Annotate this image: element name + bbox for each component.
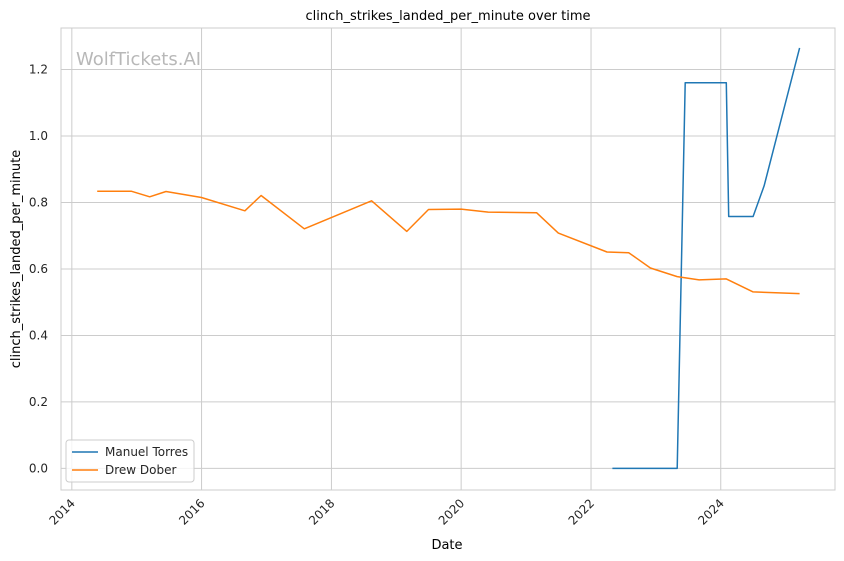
legend-label: Drew Dober (105, 463, 177, 477)
x-tick-label: 2016 (176, 496, 207, 527)
grid (61, 28, 835, 490)
series-line-drew-dober (97, 190, 800, 295)
series-lines (97, 47, 801, 470)
y-axis-ticks: 0.0 0.2 0.4 0.6 0.8 1.0 1.2 (29, 63, 48, 476)
y-tick-label: 0.2 (29, 395, 48, 409)
y-tick-label: 1.2 (29, 63, 48, 77)
x-tick-label: 2022 (566, 496, 597, 527)
y-tick-label: 0.4 (29, 328, 48, 342)
x-axis-ticks: 2014 2016 2018 2020 2022 2024 (46, 496, 726, 527)
chart-title: clinch_strikes_landed_per_minute over ti… (305, 9, 590, 24)
watermark: WolfTickets.AI (76, 49, 201, 70)
y-axis-label: clinch_strikes_landed_per_minute (9, 150, 24, 368)
legend-label: Manuel Torres (105, 445, 188, 459)
y-tick-label: 0.6 (29, 262, 48, 276)
y-tick-label: 1.0 (29, 129, 48, 143)
x-axis-label: Date (431, 538, 462, 553)
x-tick-label: 2020 (436, 496, 467, 527)
x-tick-label: 2018 (306, 496, 337, 527)
x-tick-label: 2024 (695, 496, 726, 527)
y-tick-label: 0.8 (29, 195, 48, 209)
legend-box (65, 439, 195, 483)
series-line-manuel-torres (612, 47, 801, 470)
y-tick-label: 0.0 (29, 461, 48, 475)
plot-frame (60, 27, 836, 491)
legend: Manuel Torres Drew Dober (65, 439, 195, 483)
x-tick-label: 2014 (46, 496, 77, 527)
